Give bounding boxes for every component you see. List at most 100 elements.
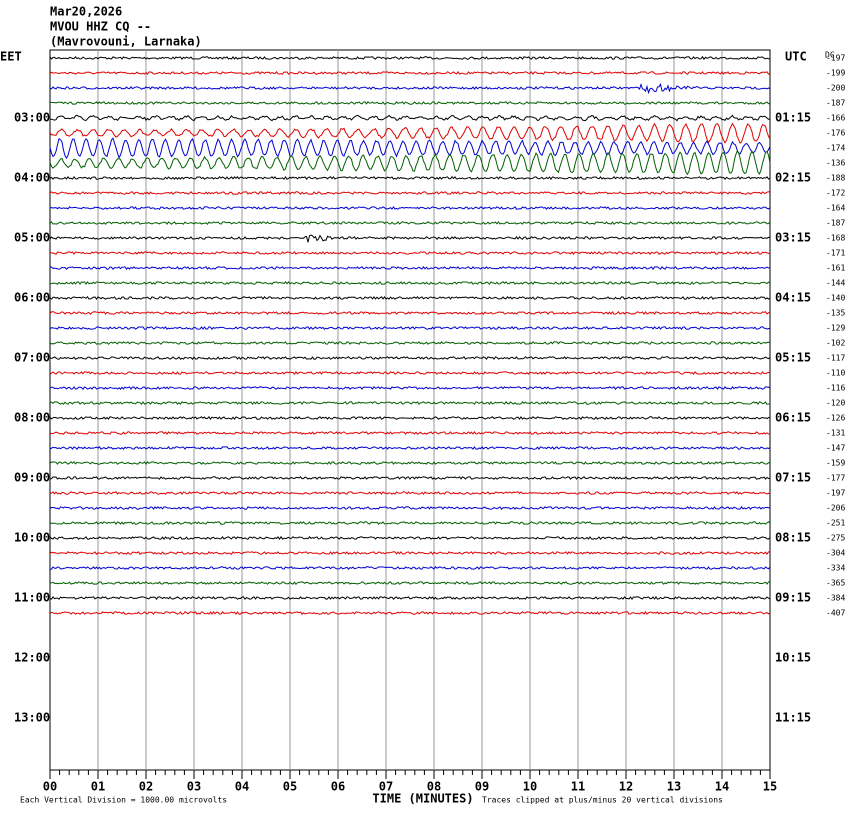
dc-value: -187 [826,99,845,108]
dc-value: -126 [826,414,845,423]
left-time-label: 05:00 [14,231,50,245]
x-tick-label: 14 [715,780,729,794]
dc-value: -407 [826,609,845,618]
trace [49,400,771,406]
trace [49,341,771,345]
dc-value: -129 [826,324,845,333]
x-tick-label: 12 [619,780,633,794]
x-tick-label: 01 [91,780,105,794]
right-axis-title: UTC [785,50,807,64]
right-time-label: 09:15 [775,591,811,605]
right-time-label: 07:15 [775,471,811,485]
trace [49,175,771,181]
trace [49,445,771,450]
trace [49,122,771,144]
right-time-label: 03:15 [775,231,811,245]
dc-title: DC [825,51,835,60]
left-time-label: 04:00 [14,171,50,185]
left-axis-title: EET [0,50,22,64]
trace [49,234,771,243]
right-time-label: 02:15 [775,171,811,185]
trace [49,460,771,466]
dc-value: -131 [826,429,845,438]
location: (Mavrovouni, Larnaka) [50,35,202,49]
left-time-label: 12:00 [14,651,50,665]
trace [49,311,771,315]
trace [49,476,771,480]
dc-value: -177 [826,474,845,483]
trace [49,190,771,196]
x-axis-title: TIME (MINUTES) [372,792,473,806]
x-tick-label: 09 [475,780,489,794]
dc-value: -174 [826,144,845,153]
dc-value: -144 [826,279,845,288]
trace [49,150,771,176]
dc-value: -136 [826,159,845,168]
trace [49,521,771,525]
x-tick-label: 03 [187,780,201,794]
scale-note: Each Vertical Division = 1000.00 microvo… [20,796,227,805]
dc-value: -199 [826,69,845,78]
trace [49,356,771,360]
right-time-label: 06:15 [775,411,811,425]
clip-note: Traces clipped at plus/minus 20 vertical… [482,796,723,805]
dc-value: -187 [826,219,845,228]
dc-value: -304 [826,549,845,558]
dc-value: -171 [826,249,845,258]
trace [49,535,771,541]
trace [49,371,771,376]
trace [49,505,771,510]
dc-value: -197 [826,489,845,498]
dc-value: -120 [826,399,845,408]
trace [49,415,771,421]
dc-value: -197 [826,54,845,63]
x-tick-label: 02 [139,780,153,794]
trace [49,490,771,495]
dc-value: -176 [826,129,845,138]
trace [49,137,771,160]
right-time-label: 01:15 [775,111,811,125]
trace [49,595,771,601]
trace [49,265,771,271]
x-tick-label: 06 [331,780,345,794]
left-time-label: 13:00 [14,711,50,725]
dc-value: -251 [826,519,845,528]
dc-value: -161 [826,264,845,273]
station: MVOU HHZ CQ -- [50,20,151,34]
left-time-label: 08:00 [14,411,50,425]
x-tick-label: 04 [235,780,249,794]
left-time-label: 06:00 [14,291,50,305]
right-time-label: 08:15 [775,531,811,545]
x-tick-label: 15 [763,780,777,794]
dc-value: -164 [826,204,845,213]
dc-value: -159 [826,459,845,468]
dc-value: -117 [826,354,845,363]
dc-value: -365 [826,579,845,588]
dc-value: -166 [826,114,845,123]
dc-value: -172 [826,189,845,198]
dc-value: -200 [826,84,845,93]
x-tick-label: 13 [667,780,681,794]
right-time-label: 11:15 [775,711,811,725]
x-tick-label: 11 [571,780,585,794]
dc-value: -384 [826,594,845,603]
trace [49,101,771,105]
right-time-label: 04:15 [775,291,811,305]
right-time-label: 10:15 [775,651,811,665]
trace [49,83,771,95]
left-time-label: 11:00 [14,591,50,605]
dc-value: -206 [826,504,845,513]
date: Mar20,2026 [50,5,122,19]
right-time-label: 05:15 [775,351,811,365]
dc-value: -110 [826,369,845,378]
dc-value: -334 [826,564,845,573]
trace [49,251,771,256]
trace [49,220,771,226]
trace [49,431,771,435]
dc-value: -102 [826,339,845,348]
trace [49,325,771,331]
dc-value: -140 [826,294,845,303]
trace [49,55,771,61]
x-tick-label: 07 [379,780,393,794]
plot-frame [49,49,771,771]
